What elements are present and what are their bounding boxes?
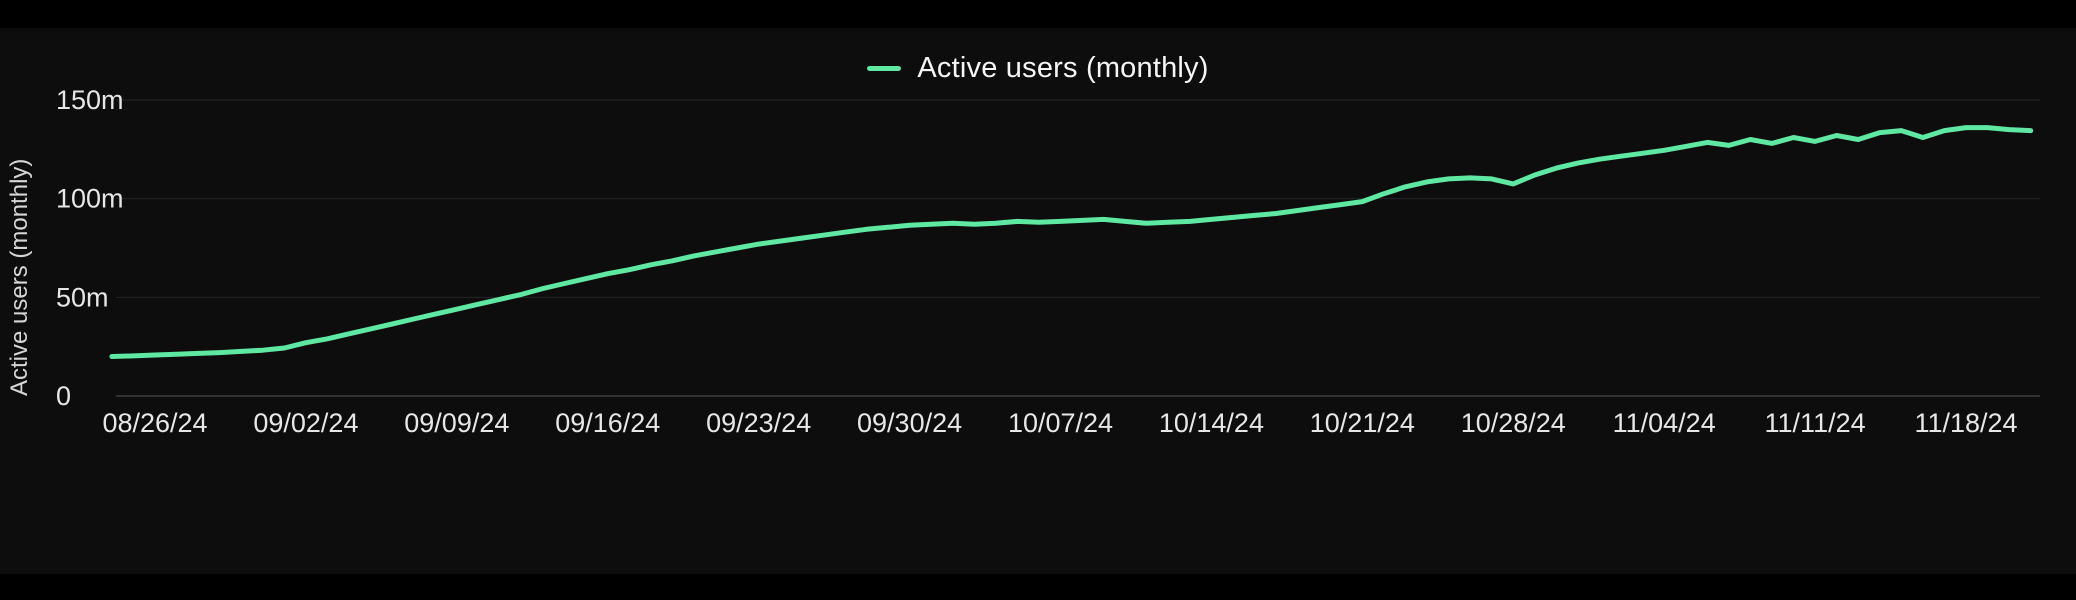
svg-text:11/11/24: 11/11/24 (1765, 408, 1866, 438)
svg-text:0: 0 (56, 381, 71, 411)
legend-line-swatch (867, 66, 902, 71)
svg-text:10/07/24: 10/07/24 (1008, 408, 1113, 438)
legend-label: Active users (monthly) (917, 52, 1209, 84)
svg-text:50m: 50m (56, 282, 109, 312)
bottom-strip (0, 574, 2076, 600)
svg-text:10/14/24: 10/14/24 (1159, 408, 1264, 438)
svg-text:150m: 150m (56, 85, 124, 115)
svg-text:100m: 100m (56, 184, 124, 214)
svg-text:09/02/24: 09/02/24 (253, 408, 358, 438)
svg-text:09/09/24: 09/09/24 (404, 408, 509, 438)
svg-text:09/30/24: 09/30/24 (857, 408, 962, 438)
top-strip (0, 0, 2076, 28)
y-axis-title: Active users (monthly) (6, 158, 33, 397)
chart-panel (0, 28, 2076, 574)
svg-text:11/18/24: 11/18/24 (1914, 408, 2017, 438)
legend: Active users (monthly) (0, 52, 2076, 85)
svg-text:09/16/24: 09/16/24 (555, 408, 660, 438)
svg-text:08/26/24: 08/26/24 (102, 408, 207, 438)
svg-text:11/04/24: 11/04/24 (1613, 408, 1716, 438)
svg-text:10/28/24: 10/28/24 (1461, 408, 1566, 438)
svg-text:09/23/24: 09/23/24 (706, 408, 811, 438)
svg-text:10/21/24: 10/21/24 (1310, 408, 1415, 438)
